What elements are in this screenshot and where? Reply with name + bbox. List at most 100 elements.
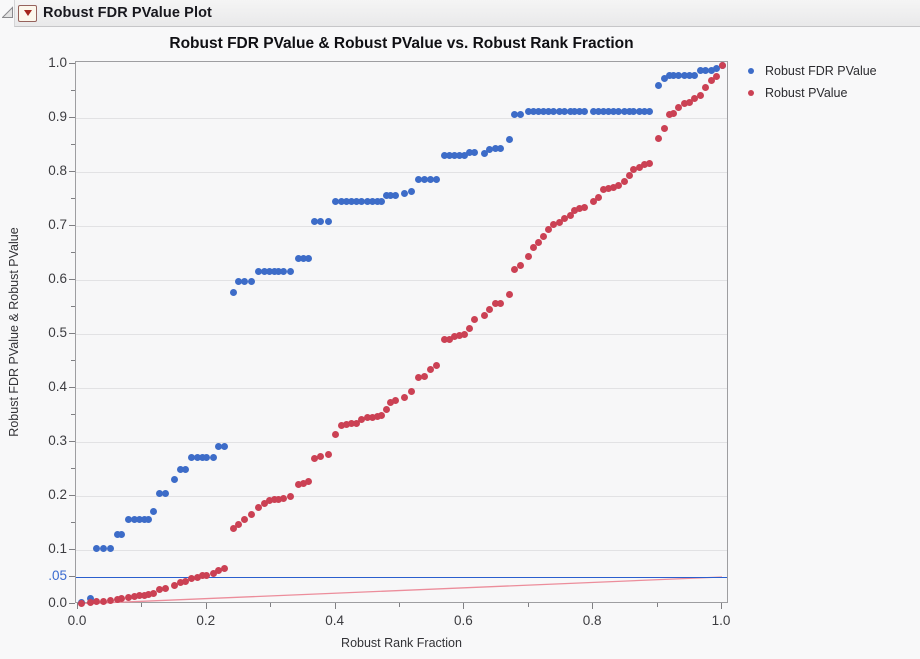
data-point-pvalue[interactable] [299, 479, 307, 487]
data-point-fdr-pvalue[interactable] [545, 108, 553, 116]
data-point-fdr-pvalue[interactable] [182, 465, 190, 473]
data-point-fdr-pvalue[interactable] [171, 475, 179, 483]
data-point-pvalue[interactable] [145, 590, 153, 598]
data-point-pvalue[interactable] [118, 595, 126, 603]
data-point-pvalue[interactable] [140, 591, 148, 599]
data-point-pvalue[interactable] [106, 597, 114, 605]
data-point-pvalue[interactable] [332, 431, 340, 439]
data-point-fdr-pvalue[interactable] [377, 197, 385, 205]
data-point-pvalue[interactable] [460, 330, 468, 338]
data-point-fdr-pvalue[interactable] [420, 175, 428, 183]
red-triangle-menu-button[interactable] [18, 4, 37, 22]
data-point-pvalue[interactable] [670, 109, 678, 117]
data-point-fdr-pvalue[interactable] [446, 152, 454, 160]
data-point-fdr-pvalue[interactable] [615, 108, 623, 116]
data-point-pvalue[interactable] [363, 414, 371, 422]
data-point-fdr-pvalue[interactable] [561, 108, 569, 116]
data-point-pvalue[interactable] [600, 186, 607, 194]
data-point-fdr-pvalue[interactable] [426, 175, 434, 183]
data-point-fdr-pvalue[interactable] [373, 197, 381, 205]
data-point-fdr-pvalue[interactable] [325, 217, 333, 225]
data-point-pvalue[interactable] [576, 205, 584, 213]
data-point-pvalue[interactable] [540, 233, 548, 241]
data-point-pvalue[interactable] [595, 194, 603, 202]
data-point-fdr-pvalue[interactable] [480, 149, 488, 157]
legend-item-pvalue[interactable]: Robust PValue [742, 82, 877, 104]
data-point-fdr-pvalue[interactable] [630, 108, 638, 116]
data-point-fdr-pvalue[interactable] [641, 108, 649, 116]
data-point-fdr-pvalue[interactable] [408, 187, 416, 195]
data-point-pvalue[interactable] [377, 411, 385, 419]
data-point-fdr-pvalue[interactable] [511, 110, 519, 118]
data-point-fdr-pvalue[interactable] [550, 108, 558, 116]
data-point-fdr-pvalue[interactable] [660, 75, 668, 83]
data-point-pvalue[interactable] [615, 182, 623, 189]
data-point-pvalue[interactable] [636, 164, 644, 172]
data-point-fdr-pvalue[interactable] [655, 82, 663, 90]
data-point-fdr-pvalue[interactable] [209, 453, 217, 461]
data-point-pvalue[interactable] [556, 218, 564, 226]
data-point-fdr-pvalue[interactable] [433, 175, 441, 183]
data-point-pvalue[interactable] [455, 331, 463, 339]
data-point-pvalue[interactable] [511, 265, 519, 273]
data-point-fdr-pvalue[interactable] [118, 530, 126, 538]
data-point-fdr-pvalue[interactable] [451, 152, 459, 160]
data-point-fdr-pvalue[interactable] [670, 72, 678, 80]
data-point-pvalue[interactable] [270, 496, 278, 504]
data-point-pvalue[interactable] [247, 511, 255, 519]
data-point-pvalue[interactable] [702, 83, 710, 91]
data-point-pvalue[interactable] [198, 572, 206, 580]
data-point-pvalue[interactable] [641, 161, 649, 169]
data-point-fdr-pvalue[interactable] [610, 108, 618, 116]
data-point-pvalue[interactable] [401, 393, 408, 401]
data-point-pvalue[interactable] [357, 416, 365, 424]
data-point-fdr-pvalue[interactable] [198, 454, 206, 462]
data-point-pvalue[interactable] [386, 398, 394, 406]
data-point-fdr-pvalue[interactable] [646, 108, 654, 116]
data-point-pvalue[interactable] [691, 94, 699, 102]
data-point-pvalue[interactable] [581, 203, 589, 211]
data-point-pvalue[interactable] [92, 598, 100, 606]
data-point-pvalue[interactable] [620, 177, 628, 185]
data-point-pvalue[interactable] [433, 362, 441, 370]
disclosure-triangle-icon[interactable] [2, 6, 15, 19]
data-point-pvalue[interactable] [470, 315, 478, 323]
data-point-pvalue[interactable] [265, 497, 273, 505]
data-point-pvalue[interactable] [305, 478, 313, 486]
data-point-pvalue[interactable] [150, 589, 158, 597]
data-point-pvalue[interactable] [348, 420, 356, 428]
data-point-fdr-pvalue[interactable] [581, 108, 589, 116]
data-point-fdr-pvalue[interactable] [299, 255, 307, 263]
data-point-pvalue[interactable] [680, 100, 688, 108]
data-point-pvalue[interactable] [100, 597, 108, 605]
data-point-pvalue[interactable] [480, 311, 488, 319]
data-point-pvalue[interactable] [294, 480, 302, 488]
data-point-pvalue[interactable] [287, 492, 295, 500]
data-point-fdr-pvalue[interactable] [92, 544, 100, 552]
data-point-fdr-pvalue[interactable] [605, 108, 613, 116]
data-point-fdr-pvalue[interactable] [247, 278, 255, 286]
data-point-pvalue[interactable] [491, 300, 499, 308]
data-point-fdr-pvalue[interactable] [106, 544, 114, 552]
data-point-pvalue[interactable] [209, 569, 217, 577]
data-point-pvalue[interactable] [193, 573, 201, 581]
data-point-fdr-pvalue[interactable] [162, 490, 170, 498]
data-point-pvalue[interactable] [655, 135, 663, 143]
data-point-fdr-pvalue[interactable] [576, 108, 584, 116]
data-point-pvalue[interactable] [505, 290, 513, 298]
data-point-pvalue[interactable] [707, 77, 715, 85]
data-point-fdr-pvalue[interactable] [155, 490, 163, 498]
data-point-pvalue[interactable] [696, 92, 704, 100]
data-point-fdr-pvalue[interactable] [516, 110, 524, 118]
data-point-fdr-pvalue[interactable] [260, 268, 268, 276]
data-point-pvalue[interactable] [234, 520, 242, 528]
data-point-pvalue[interactable] [516, 262, 524, 270]
data-point-fdr-pvalue[interactable] [696, 66, 704, 74]
data-point-pvalue[interactable] [176, 578, 184, 586]
data-point-pvalue[interactable] [529, 244, 537, 252]
data-point-fdr-pvalue[interactable] [571, 108, 579, 116]
data-point-pvalue[interactable] [337, 422, 345, 430]
data-point-fdr-pvalue[interactable] [337, 197, 345, 205]
data-point-pvalue[interactable] [646, 160, 654, 168]
data-point-pvalue[interactable] [718, 62, 726, 70]
